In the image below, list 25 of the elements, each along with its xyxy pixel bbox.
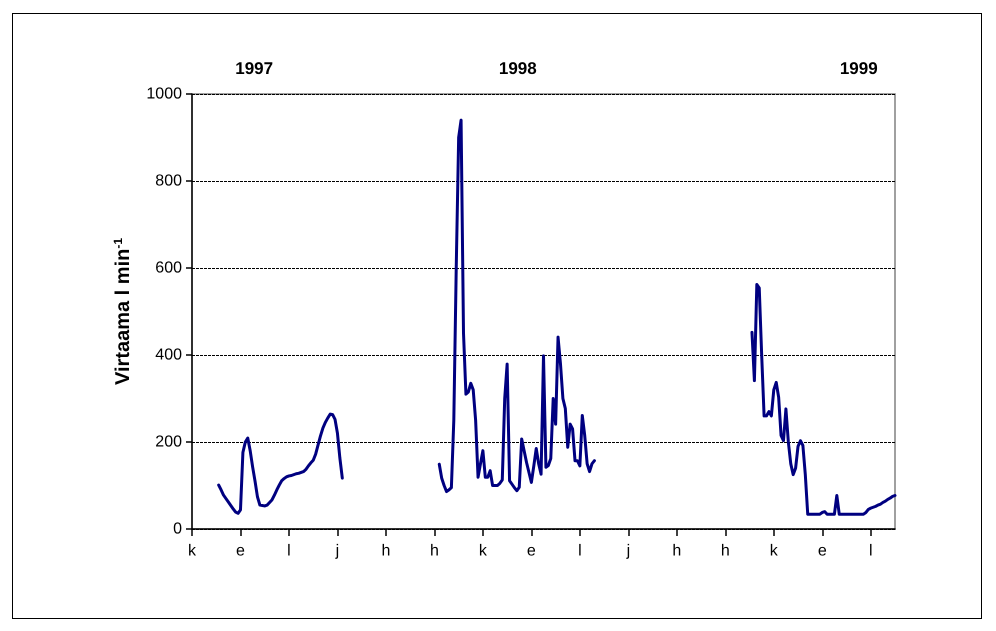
x-tick-label: h (672, 542, 682, 560)
text: 1998 (498, 59, 537, 78)
x-tick-label: k (478, 542, 488, 560)
x-tick-label: e (236, 542, 246, 560)
x-tick-label: l (287, 542, 291, 560)
y-tick-label: 600 (155, 260, 182, 276)
x-tick-label: j (626, 542, 630, 560)
y-tick-label: 800 (155, 172, 182, 190)
y-axis-title: Virtaama l min-1 (111, 238, 134, 386)
x-tick-label: h (430, 542, 439, 560)
x-tick-label: e (818, 542, 827, 560)
x-tick-label: l (868, 542, 873, 560)
x-tick-label: h (720, 542, 730, 560)
x-tick-label: l (578, 542, 582, 560)
x-tick-label: h (381, 542, 390, 560)
x-tick-label: j (334, 542, 340, 560)
text: 1999 (840, 59, 878, 78)
y-tick-label: 200 (155, 434, 182, 450)
y-tick-label: 400 (155, 346, 182, 364)
y-tick-label: 0 (173, 520, 182, 538)
text: 1997 (235, 59, 274, 78)
x-tick-label: k (188, 542, 197, 560)
x-tick-label: k (770, 542, 779, 560)
x-tick-label: e (526, 542, 536, 560)
y-tick-label: 1000 (146, 86, 182, 102)
